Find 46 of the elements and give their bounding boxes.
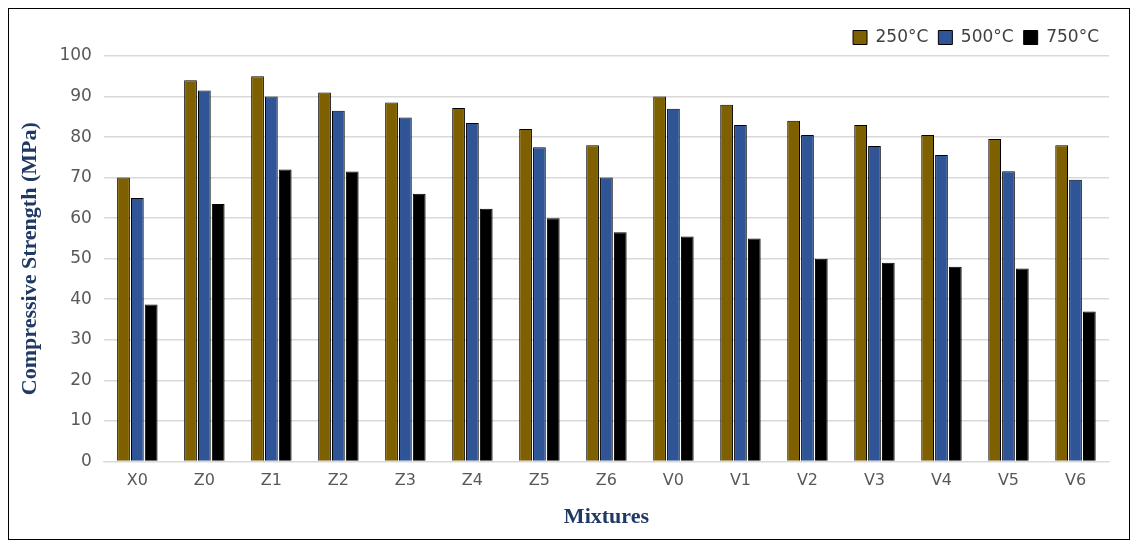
x-tick-label: V4 — [930, 470, 953, 490]
y-tick-label: 0 — [81, 449, 92, 470]
legend-label: 500°C — [960, 25, 1014, 46]
x-axis-title: Mixtures — [563, 503, 650, 529]
x-tick-label: Z0 — [193, 470, 215, 490]
y-tick-label: 40 — [70, 287, 92, 308]
y-tick-label: 10 — [70, 409, 92, 430]
bar — [479, 208, 493, 461]
legend-label: 750°C — [1046, 25, 1100, 46]
x-tick-label: Z6 — [595, 470, 617, 490]
bar — [613, 232, 627, 461]
bar — [680, 236, 694, 461]
x-tick-label: V5 — [997, 470, 1020, 490]
x-tick-label: Z3 — [394, 470, 416, 490]
x-tick-label: Z4 — [461, 470, 483, 490]
legend-label: 250°C — [875, 25, 929, 46]
bar — [814, 258, 828, 461]
bar — [412, 193, 426, 461]
bar — [546, 218, 560, 461]
bar — [881, 262, 895, 461]
bar — [211, 203, 225, 461]
bar — [948, 266, 962, 461]
bar — [278, 169, 292, 461]
x-tick-label: Z5 — [528, 470, 550, 490]
bar — [345, 171, 359, 461]
y-tick-label: 80 — [70, 125, 92, 146]
x-tick-label: V0 — [662, 470, 684, 490]
x-tick-label: V3 — [863, 470, 886, 490]
x-tick-label: V6 — [1064, 470, 1087, 490]
bar — [144, 304, 158, 461]
x-tick-label: Z1 — [260, 470, 282, 490]
y-tick-label: 100 — [59, 44, 92, 65]
y-axis-title: Compressive Strength (MPa) — [15, 122, 41, 396]
y-tick-label: 90 — [70, 84, 92, 105]
bar — [1015, 268, 1029, 461]
y-tick-label: 60 — [70, 206, 92, 227]
y-tick-label: 20 — [70, 368, 92, 389]
x-tick-label: V1 — [729, 470, 752, 490]
x-tick-label: X0 — [126, 470, 148, 490]
x-tick-label: Z2 — [327, 470, 349, 490]
bar — [1082, 311, 1096, 461]
x-tick-label: V2 — [796, 470, 819, 490]
bar — [747, 238, 761, 461]
y-tick-label: 30 — [70, 328, 92, 349]
y-tick-label: 70 — [70, 166, 92, 187]
y-tick-label: 50 — [70, 247, 92, 268]
